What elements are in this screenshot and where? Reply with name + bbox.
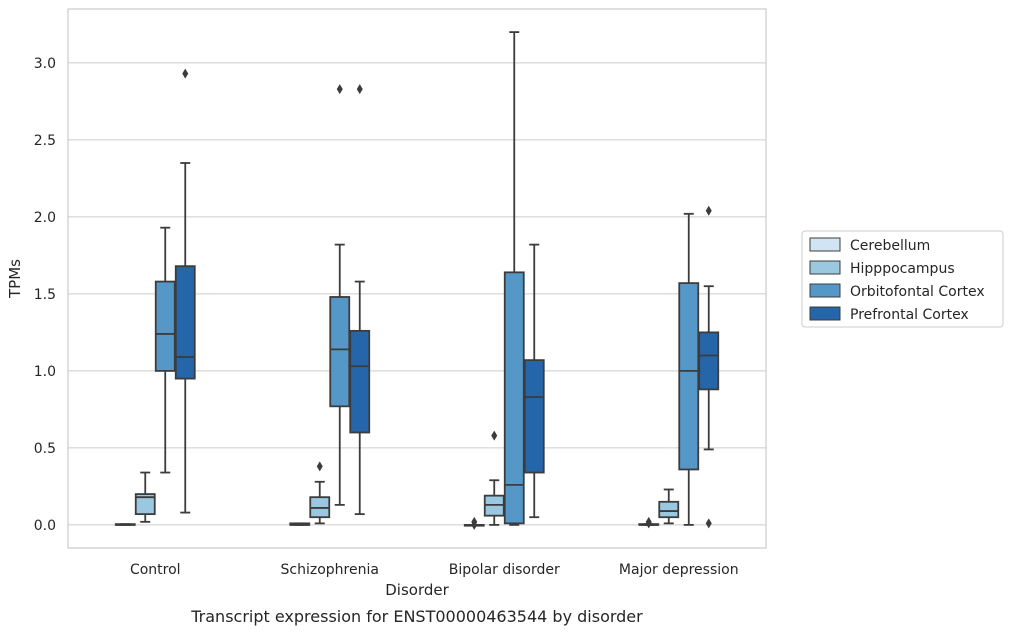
y-tick-label: 3.0 [34,56,56,72]
y-axis-label: TPMs [6,259,24,299]
box-orbitofontal-cortex [154,226,176,474]
y-tick-label: 0.0 [34,518,56,534]
outlier [182,68,189,79]
box [134,493,156,516]
box-orbitofontal-cortex [329,84,351,506]
legend-swatch [809,283,841,298]
box-hipppocampus [483,430,505,526]
legend-label: Cerebellum [850,238,930,254]
outlier [471,516,478,527]
chart-caption: Transcript expression for ENST0000046354… [190,607,643,626]
box-prefrontal-cortex [698,205,720,529]
legend: Cerebellum Hipppocampus Orbitofontal Corte… [801,230,1004,328]
box-cerebellum [638,516,660,529]
y-tick-label: 2.0 [34,210,56,226]
legend-item: Prefrontal Cortex [809,306,969,323]
box-cerebellum [463,516,485,530]
box [678,282,700,471]
x-axis-label: Disorder [385,581,449,599]
box-plots [114,31,720,530]
legend-swatch [809,306,841,321]
legend-label: Hipppocampus [850,261,955,277]
legend-swatch [809,237,841,252]
outlier [705,205,712,216]
legend-frame [801,230,1004,328]
box-orbitofontal-cortex [678,212,700,526]
box-cerebellum [289,522,311,526]
box [698,331,720,391]
box-prefrontal-cortex [174,68,196,514]
outlier [316,461,323,472]
box [523,359,545,474]
box [329,296,351,408]
box [658,500,680,519]
outlier [705,518,712,529]
y-tick-label: 1.0 [34,364,56,380]
x-tick-label: Major depression [619,562,739,578]
outlier [336,84,343,95]
x-axis-ticks: Control Schizophrenia Bipolar disorder Majo… [130,562,739,578]
legend-swatch [809,260,841,275]
x-tick-label: Schizophrenia [281,562,379,578]
box [349,329,371,434]
legend-item: Orbitofontal Cortex [809,283,985,300]
legend-label: Orbitofontal Cortex [850,284,985,300]
y-tick-label: 0.5 [34,441,56,457]
y-tick-label: 2.5 [34,133,56,149]
box-prefrontal-cortex [349,84,371,516]
y-axis-ticks: 0.0 0.5 1.0 1.5 2.0 2.5 3.0 [34,56,56,534]
outlier [356,84,363,95]
box-hipppocampus [309,461,331,525]
x-tick-label: Bipolar disorder [449,562,560,578]
box [174,265,196,380]
box-prefrontal-cortex [523,243,545,519]
box-cerebellum [114,523,136,526]
outlier [491,430,498,441]
outlier [645,516,652,527]
box [154,280,176,372]
legend-item: Cerebellum [809,237,930,254]
legend-label: Prefrontal Cortex [850,307,969,323]
box-hipppocampus [134,471,156,523]
box [503,271,525,525]
box-hipppocampus [658,488,680,525]
y-tick-label: 1.5 [34,287,56,303]
x-tick-label: Control [130,562,181,578]
plot-frame [67,8,767,549]
box-orbitofontal-cortex [503,31,525,526]
legend-item: Hipppocampus [809,260,955,277]
